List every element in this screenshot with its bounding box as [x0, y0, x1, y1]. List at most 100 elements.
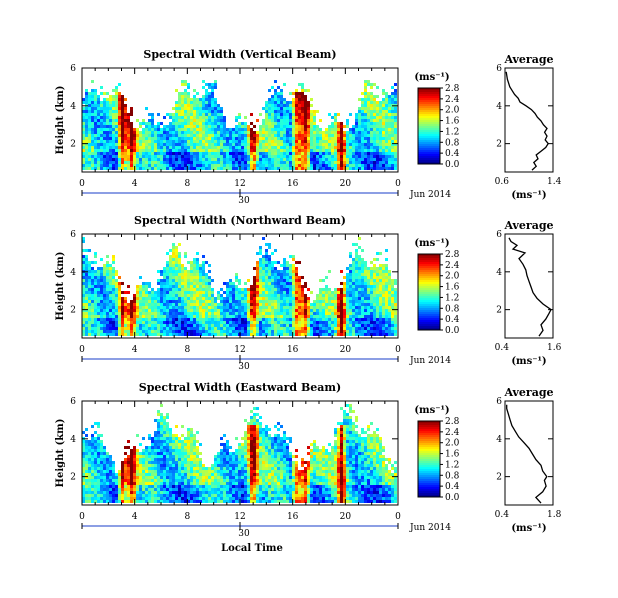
average-profile: Average 2 4 6 0.4 1.8(ms⁻¹) [495, 386, 562, 534]
x-tick-label: 0 [79, 512, 85, 522]
x-tick-label: 0 [395, 179, 401, 189]
profile-y-tick-label: 2 [496, 473, 502, 483]
y-axis-label: Height (km) [55, 252, 66, 321]
y-tick-label: 4 [70, 102, 76, 112]
colorbar-tick-label: 1.6 [445, 117, 460, 127]
profile-y-tick-label: 2 [496, 306, 502, 316]
profile-title: Average [503, 219, 553, 232]
x-tick-label: 16 [287, 512, 299, 522]
profile-y-tick-label: 6 [496, 230, 502, 240]
y-tick-label: 2 [70, 306, 76, 316]
colorbar: 0.00.40.81.21.62.02.42.8(ms⁻¹) [414, 72, 459, 170]
chart-title: Spectral Width (Northward Beam) [134, 214, 346, 227]
colorbar-tick-label: 0.0 [445, 493, 460, 503]
colorbar-tick-label: 2.4 [445, 428, 460, 438]
x-tick-label: 20 [340, 512, 352, 522]
date-label: Jun 2014 [409, 190, 451, 200]
colorbar: 0.00.40.81.21.62.02.42.8(ms⁻¹) [414, 238, 459, 336]
profile-x-tick-label: 1.8 [547, 510, 562, 520]
x-tick-label: 8 [184, 179, 190, 189]
date-label: Jun 2014 [409, 523, 451, 533]
profile-x-tick-label: 0.6 [495, 177, 510, 187]
colorbar-tick-label: 1.6 [445, 450, 460, 460]
colorbar-tick-label: 2.0 [445, 439, 460, 449]
colorbar-tick-label: 2.4 [445, 95, 460, 105]
average-profile: Average 2 4 6 0.4 1.6(ms⁻¹) [495, 219, 562, 367]
x-tick-label: 8 [184, 345, 190, 355]
colorbar-unit: (ms⁻¹) [414, 72, 449, 83]
x-tick-label: 20 [340, 345, 352, 355]
date-tick-label: 30 [238, 362, 250, 372]
profile-frame [504, 67, 554, 173]
y-tick-label: 6 [70, 230, 76, 240]
colorbar-tick-label: 2.0 [445, 106, 460, 116]
profile-x-label: (ms⁻¹) [511, 523, 546, 534]
profile-y-tick-label: 4 [496, 102, 502, 112]
x-tick-label: 4 [132, 345, 138, 355]
profile-x-label: (ms⁻¹) [511, 190, 546, 201]
profile-frame [504, 233, 554, 339]
profile-line [508, 237, 552, 337]
date-tick-label: 30 [238, 529, 250, 539]
colorbar-tick-label: 2.8 [445, 84, 460, 94]
colorbar-tick-label: 0.8 [445, 138, 460, 148]
x-tick-label: 0 [395, 512, 401, 522]
colorbar-tick-label: 1.6 [445, 283, 460, 293]
x-tick-label: 12 [234, 512, 245, 522]
heatmap-cells [82, 237, 397, 336]
profile-x-tick-label: 0.4 [495, 343, 510, 353]
y-axis-label: Height (km) [55, 86, 66, 155]
colorbar-tick-label: 0.4 [445, 149, 460, 159]
y-tick-label: 4 [70, 435, 76, 445]
colorbar-tick-label: 2.8 [445, 417, 460, 427]
profile-line [505, 71, 549, 171]
colorbar-tick-label: 0.0 [445, 326, 460, 336]
x-tick-label: 16 [287, 345, 299, 355]
profile-title: Average [503, 53, 553, 66]
x-tick-label: 4 [132, 179, 138, 189]
profile-y-tick-label: 4 [496, 435, 502, 445]
x-tick-label: 12 [234, 179, 245, 189]
colorbar-frame [417, 253, 441, 331]
chart-panel: Spectral Width (Vertical Beam) 2 4 6 Height … [55, 48, 562, 206]
colorbar-tick-label: 0.4 [445, 482, 460, 492]
profile-y-tick-label: 2 [496, 140, 502, 150]
profile-y-tick-label: 6 [496, 397, 502, 407]
colorbar-tick-label: 1.2 [445, 293, 459, 303]
y-tick-label: 4 [70, 268, 76, 278]
profile-title: Average [503, 386, 553, 399]
profile-y-tick-label: 4 [496, 268, 502, 278]
x-tick-label: 16 [287, 179, 299, 189]
y-tick-label: 6 [70, 64, 76, 74]
x-tick-label: 0 [79, 345, 85, 355]
colorbar-frame [417, 87, 441, 165]
colorbar-tick-label: 2.4 [445, 261, 460, 271]
chart-title: Spectral Width (Eastward Beam) [139, 381, 341, 394]
profile-line [506, 404, 548, 504]
x-tick-label: 0 [79, 179, 85, 189]
colorbar-unit: (ms⁻¹) [414, 405, 449, 416]
y-tick-label: 2 [70, 140, 76, 150]
average-profile: Average 2 4 6 0.6 1.4(ms⁻¹) [495, 53, 562, 201]
colorbar-tick-label: 0.8 [445, 304, 460, 314]
profile-x-tick-label: 1.6 [547, 343, 562, 353]
chart-panel: Spectral Width (Northward Beam) 2 4 6 Height… [55, 214, 562, 372]
chart-panel: Spectral Width (Eastward Beam) 2 4 6 Height … [55, 381, 562, 554]
colorbar-tick-label: 1.2 [445, 127, 459, 137]
x-axis-label: Local Time [221, 543, 283, 554]
profile-x-label: (ms⁻¹) [511, 356, 546, 367]
colorbar-tick-label: 0.8 [445, 471, 460, 481]
profile-x-tick-label: 0.4 [495, 510, 510, 520]
profile-x-tick-label: 1.4 [547, 177, 562, 187]
colorbar-unit: (ms⁻¹) [414, 238, 449, 249]
y-tick-label: 6 [70, 397, 76, 407]
y-axis-label: Height (km) [55, 419, 66, 488]
profile-y-tick-label: 6 [496, 64, 502, 74]
x-tick-label: 4 [132, 512, 138, 522]
x-tick-label: 0 [395, 345, 401, 355]
colorbar-frame [417, 420, 441, 498]
colorbar-tick-label: 2.8 [445, 250, 460, 260]
heatmap-cells [82, 80, 397, 170]
x-tick-label: 12 [234, 345, 245, 355]
